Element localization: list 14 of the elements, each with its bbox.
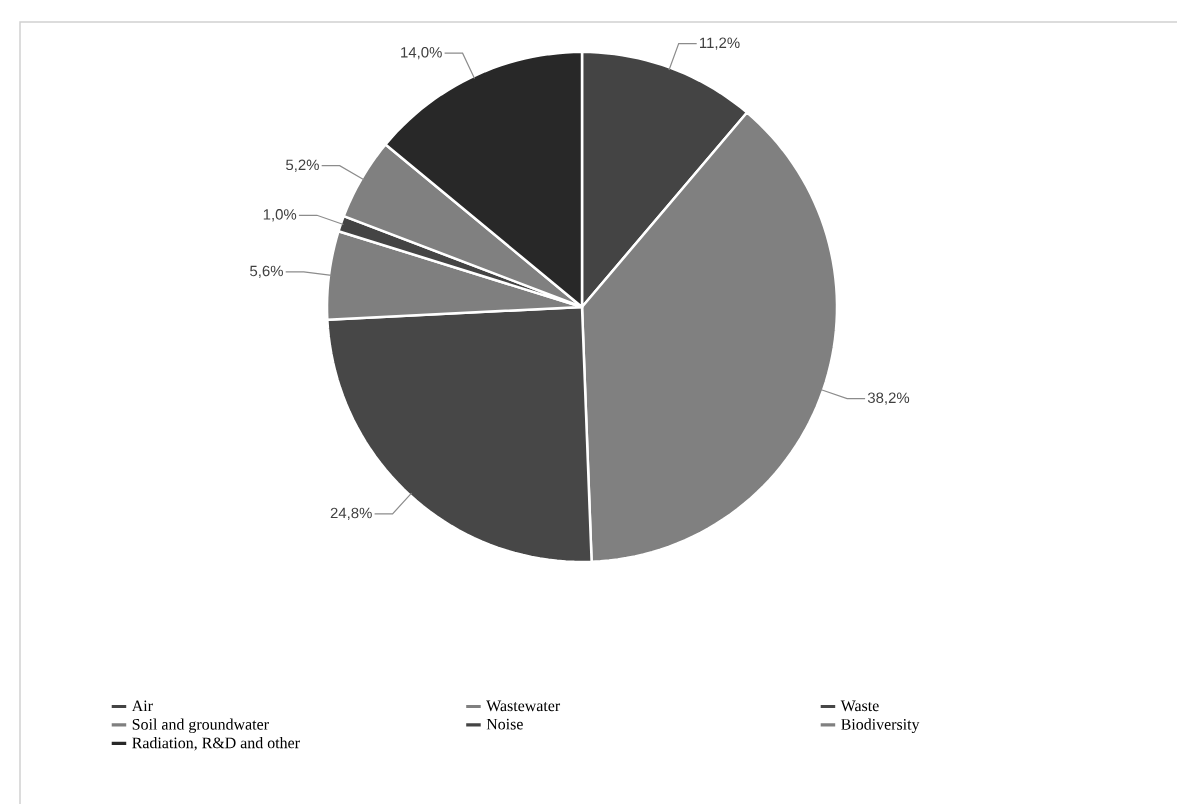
data-label: 1,0%: [263, 209, 297, 222]
legend-label: Noise: [486, 718, 523, 730]
legend-label: Waste: [840, 700, 879, 712]
data-label: 5,6%: [250, 265, 283, 278]
legend-label: Soil and groundwater: [132, 718, 269, 734]
data-label: 24,8%: [330, 507, 372, 521]
data-label: 14,0%: [401, 47, 442, 60]
legend-label: Air: [131, 700, 153, 712]
data-label: 11,2%: [700, 37, 740, 50]
data-label: 5,2%: [286, 159, 319, 172]
legend-label: Wastewater: [486, 700, 561, 712]
legend-label: Biodiversity: [841, 718, 920, 734]
data-label: 38,2%: [867, 392, 910, 405]
legend-label: Radiation, R&D and other: [132, 737, 300, 751]
